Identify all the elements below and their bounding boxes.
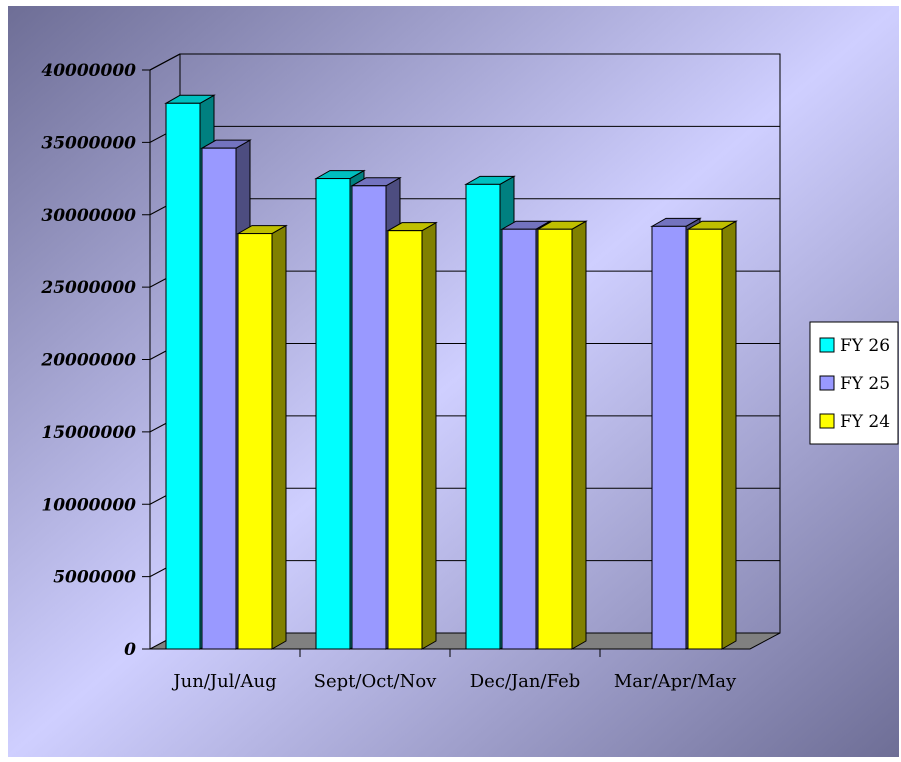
bar-fy-24-1 [386, 221, 438, 650]
bar-front [201, 147, 237, 650]
chart-background [8, 6, 899, 757]
chart-frame: 0 5000000 10000000 15000000 20000000 25000000… [8, 6, 899, 757]
bar-front [387, 230, 423, 650]
legend-swatch [819, 375, 835, 391]
bar-front [351, 185, 387, 650]
bar-front [687, 228, 723, 650]
legend-swatch [819, 413, 835, 429]
x-tick-label: Jun/Jul/Aug [171, 671, 276, 692]
legend: FY 26 FY 25 FY 24 [809, 321, 899, 445]
y-tick-label: 0 [124, 640, 136, 660]
bar-chart: 0 5000000 10000000 15000000 20000000 25000000… [8, 6, 899, 757]
x-tick-label: Mar/Apr/May [614, 671, 737, 692]
bar-front [237, 233, 273, 650]
bar-fy-24-2 [536, 220, 588, 650]
y-tick-label: 10000000 [41, 495, 136, 515]
y-tick-label: 40000000 [41, 61, 136, 81]
y-tick-label: 5000000 [53, 568, 136, 588]
bar-side [571, 220, 587, 650]
bar-fy-24-0 [236, 224, 288, 650]
y-tick-label: 15000000 [41, 423, 136, 443]
y-tick-label: 30000000 [41, 206, 136, 226]
bar-front [465, 183, 501, 650]
gridline-depth [149, 53, 181, 71]
bar-side [421, 221, 437, 650]
bar-front [501, 228, 537, 650]
bar-side [271, 224, 287, 650]
y-tick-label: 20000000 [40, 351, 136, 371]
labels-layer: 0 5000000 10000000 15000000 20000000 25000000… [40, 61, 737, 692]
y-tick-label: 25000000 [40, 278, 136, 298]
legend-label: FY 25 [840, 374, 890, 394]
legend-label: FY 24 [840, 412, 890, 432]
bar-front [165, 102, 201, 650]
y-tick-label: 35000000 [41, 133, 136, 153]
bars-layer [164, 94, 738, 650]
legend-swatch [819, 337, 835, 353]
x-tick-label: Sept/Oct/Nov [314, 671, 438, 692]
bar-front [537, 228, 573, 650]
bar-side [721, 220, 737, 650]
bar-front [315, 178, 351, 650]
bar-front [651, 225, 687, 650]
x-tick-label: Dec/Jan/Feb [470, 671, 581, 692]
legend-label: FY 26 [840, 336, 890, 356]
bar-fy-24-3 [686, 220, 738, 650]
